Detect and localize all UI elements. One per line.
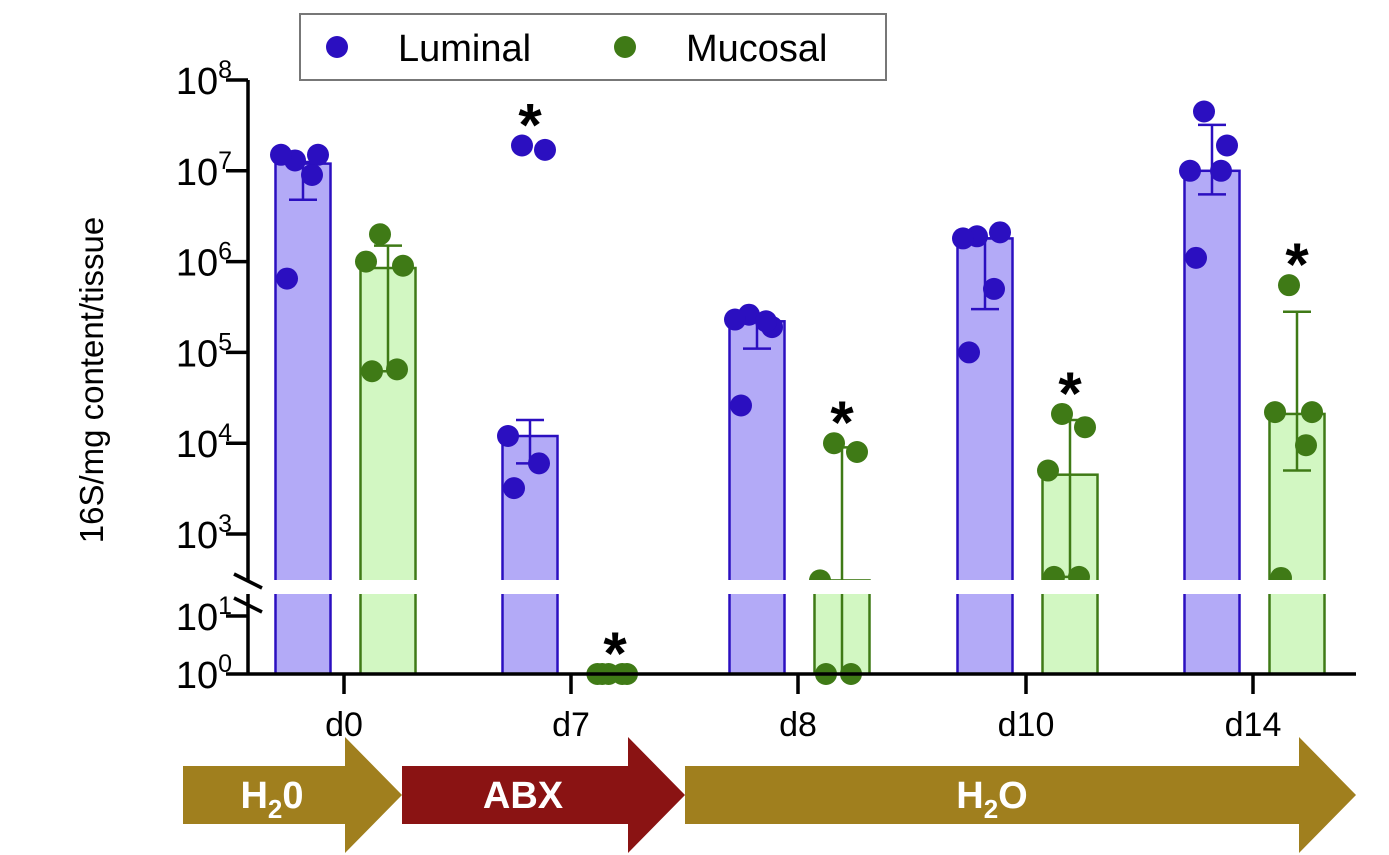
data-point-mucosal-d0 (392, 254, 414, 277)
x-tick-label-d10: d10 (998, 706, 1055, 744)
x-tick-label-d7: d7 (552, 706, 590, 744)
data-point-luminal-d7 (528, 452, 550, 475)
bar-luminal-d10 (956, 237, 1014, 676)
legend: Luminal Mucosal (299, 13, 887, 81)
data-point-luminal-d14 (1179, 159, 1201, 182)
treatment-arrow-h2o-initial (183, 737, 402, 853)
axis-break-mark-lower (233, 596, 263, 614)
bar-luminal-d7 (501, 434, 559, 676)
y-axis-title: 16S/mg content/tissue (73, 217, 110, 544)
data-point-mucosal-d0 (361, 360, 383, 383)
y-tick-label-3: 103 (176, 510, 232, 557)
data-point-luminal-d10 (952, 227, 974, 250)
data-point-luminal-d0 (301, 163, 323, 186)
treatment-arrow-h2o-recovery (685, 737, 1356, 853)
legend-marker-luminal (326, 36, 348, 58)
y-tick-label-1: 101 (176, 592, 232, 639)
legend-label-luminal: Luminal (398, 28, 531, 70)
data-point-mucosal-d0 (386, 358, 408, 381)
data-point-luminal-d10 (983, 277, 1005, 300)
data-point-luminal-d14 (1185, 246, 1207, 269)
legend-label-mucosal: Mucosal (686, 28, 828, 70)
data-point-mucosal-d10 (1051, 402, 1073, 425)
y-tick-label-8: 108 (176, 56, 232, 103)
y-tick-label-4: 104 (176, 419, 232, 466)
data-point-luminal-d8 (730, 394, 752, 417)
data-point-mucosal-d8 (823, 432, 845, 455)
arrow-label-tail: 0 (282, 775, 303, 817)
bar-luminal-d14 (1183, 169, 1241, 676)
data-point-luminal-d7 (497, 425, 519, 448)
y-tick-label-0: 100 (176, 650, 232, 697)
axis-break-mark-upper (233, 572, 263, 590)
y-tick-exponent: 4 (218, 419, 232, 447)
data-point-mucosal-d8 (846, 440, 868, 463)
data-point-luminal-d8 (755, 310, 777, 333)
data-point-luminal-d14 (1216, 134, 1238, 157)
significance-star-mucosal-d10: * (1058, 360, 1082, 427)
y-tick-exponent: 5 (218, 328, 232, 356)
data-point-luminal-d7 (503, 477, 525, 500)
data-point-luminal-d0 (276, 267, 298, 290)
legend-marker-mucosal (614, 36, 636, 58)
arrow-label-subscript: 2 (984, 794, 998, 824)
y-tick-exponent: 1 (218, 592, 232, 620)
y-tick-exponent: 8 (218, 56, 232, 84)
data-point-mucosal-d0 (369, 223, 391, 246)
data-point-luminal-d14 (1193, 100, 1215, 123)
significance-star-luminal-d7: * (518, 91, 542, 158)
y-tick-label-7: 107 (176, 147, 232, 194)
data-point-mucosal-d0 (355, 250, 377, 273)
y-tick-exponent: 7 (218, 147, 232, 175)
data-point-mucosal-d14 (1295, 434, 1317, 457)
data-point-luminal-d0 (307, 143, 329, 166)
bar-luminal-d0 (274, 162, 332, 676)
data-point-luminal-d7 (534, 138, 556, 161)
data-point-luminal-d7 (511, 134, 533, 157)
x-tick-label-d0: d0 (325, 706, 363, 744)
data-point-luminal-d10 (958, 341, 980, 364)
treatment-arrow-abx-label: ABX (483, 775, 564, 817)
data-point-mucosal-d14 (1301, 401, 1323, 424)
y-tick-label-5: 105 (176, 328, 232, 375)
treatment-timeline: H20 ABX H2O (183, 737, 1356, 853)
y-tick-exponent: 0 (218, 650, 232, 678)
x-tick-label-d8: d8 (779, 706, 817, 744)
significance-star-mucosal-d8: * (830, 389, 854, 456)
significance-star-mucosal-d14: * (1285, 231, 1309, 298)
y-tick-label-6: 106 (176, 238, 232, 285)
data-point-luminal-d10 (989, 221, 1011, 244)
data-point-luminal-d8 (724, 308, 746, 331)
data-point-luminal-d0 (270, 143, 292, 166)
y-tick-exponent: 3 (218, 510, 232, 538)
axis-break-gap (200, 580, 1380, 594)
bar-luminal-d8 (728, 320, 786, 676)
treatment-arrow-abx (402, 737, 685, 853)
x-tick-label-d14: d14 (1225, 706, 1282, 744)
arrow-label-subscript: 2 (268, 794, 282, 824)
data-point-mucosal-d14 (1264, 401, 1286, 424)
data-point-mucosal-d10 (1037, 459, 1059, 482)
data-point-mucosal-d10 (1074, 416, 1096, 439)
significance-star-mucosal-d7: * (603, 620, 627, 687)
data-point-luminal-d14 (1210, 159, 1232, 182)
arrow-label-tail: O (998, 775, 1028, 817)
treatment-arrow-h2o-initial-label: H20 (240, 775, 303, 824)
legend-frame (299, 13, 887, 81)
data-point-mucosal-d14 (1278, 274, 1300, 297)
y-tick-exponent: 6 (218, 238, 232, 266)
